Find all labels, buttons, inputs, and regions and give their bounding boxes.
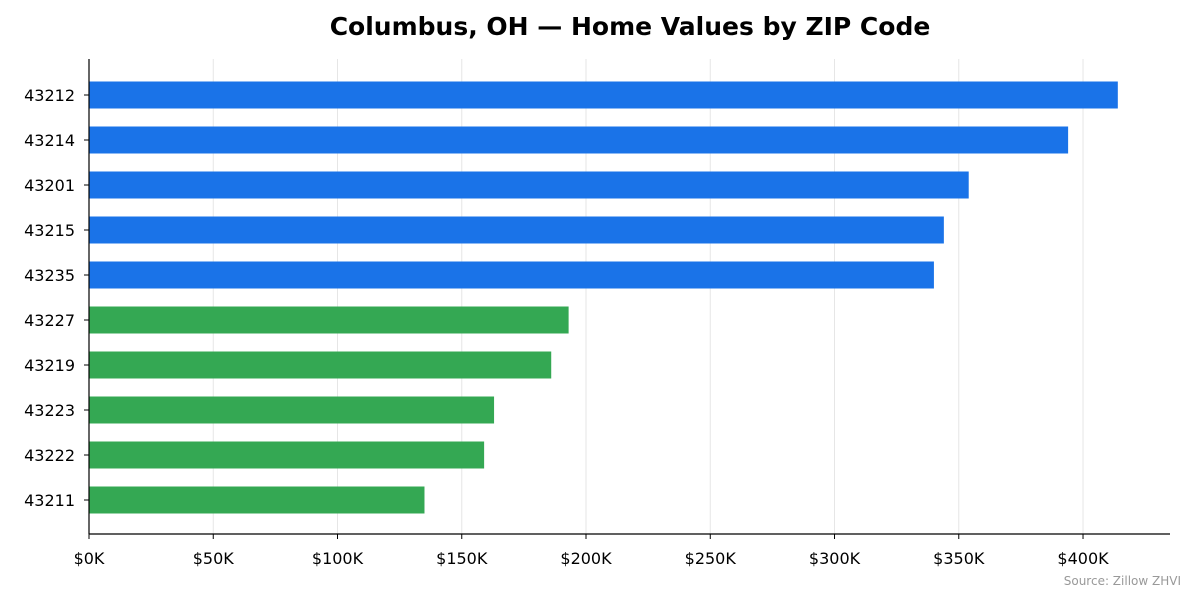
bar-43222 — [89, 441, 485, 469]
chart-title: Columbus, OH — Home Values by ZIP Code — [330, 12, 931, 41]
bar-43235 — [89, 261, 934, 289]
x-tick-label: $250K — [685, 549, 737, 568]
y-tick-label: 43215 — [24, 221, 75, 240]
y-tick-label: 43219 — [24, 356, 75, 375]
y-axis-ticks: 43212 43214 43201 43215 43235 43227 43219 43223… — [24, 86, 89, 510]
x-axis-ticks: $0K $50K $100K $150K $200K $250K $300K $350K $40… — [74, 534, 1109, 568]
y-tick-label: 43214 — [24, 131, 75, 150]
y-tick-label: 43211 — [24, 491, 75, 510]
x-tick-label: $300K — [809, 549, 861, 568]
x-tick-label: $350K — [933, 549, 985, 568]
bar-43211 — [89, 486, 425, 514]
bar-43212 — [89, 81, 1118, 109]
bar-43223 — [89, 396, 495, 424]
source-note: Source: Zillow ZHVI — [1064, 574, 1181, 588]
y-tick-label: 43222 — [24, 446, 75, 465]
bar-43219 — [89, 351, 552, 379]
x-tick-label: $0K — [74, 549, 105, 568]
bar-43201 — [89, 171, 969, 199]
x-tick-label: $200K — [560, 549, 612, 568]
bar-43227 — [89, 306, 569, 334]
y-tick-label: 43227 — [24, 311, 75, 330]
y-tick-label: 43201 — [24, 176, 75, 195]
x-tick-label: $100K — [312, 549, 364, 568]
bar-43215 — [89, 216, 944, 244]
bar-43214 — [89, 126, 1069, 154]
x-tick-label: $150K — [436, 549, 488, 568]
x-tick-label: $50K — [193, 549, 235, 568]
y-tick-label: 43223 — [24, 401, 75, 420]
x-tick-label: $400K — [1057, 549, 1109, 568]
y-tick-label: 43235 — [24, 266, 75, 285]
y-tick-label: 43212 — [24, 86, 75, 105]
bars — [89, 81, 1118, 514]
